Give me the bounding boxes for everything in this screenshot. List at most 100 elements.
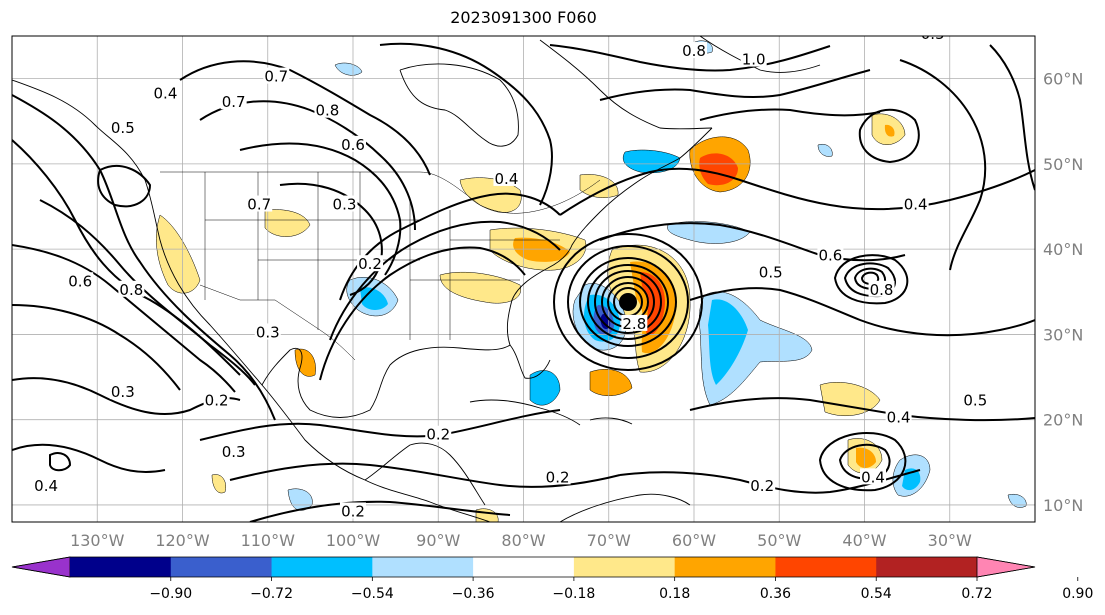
contour-label-bg — [152, 84, 179, 101]
storm-center-marker — [619, 293, 637, 311]
coastline-south-america — [559, 493, 691, 522]
contour-label: 0.6 — [68, 272, 92, 290]
contour-label: 0.7 — [264, 68, 288, 86]
contour-label: 0.2 — [546, 468, 570, 486]
contour-atl-4 — [689, 397, 1035, 422]
state-borders — [160, 171, 601, 361]
lat-tick-label: 10°N — [1043, 496, 1083, 515]
contour-label: 0.5 — [921, 25, 945, 43]
map-frame — [11, 35, 1036, 523]
shade-negative-far-east — [1007, 494, 1027, 508]
contour-label-bg — [357, 255, 384, 272]
shade-negative-atlantic-core — [708, 299, 748, 385]
contour-west-7 — [12, 443, 166, 473]
shade-positive-east-atlantic — [819, 382, 881, 417]
lon-tick-label: 40°W — [842, 531, 886, 550]
contour-label-bg — [340, 135, 366, 152]
colorbar-tick-label: −0.54 — [351, 586, 394, 602]
coastline-east — [506, 127, 713, 346]
contour-west-3 — [39, 199, 256, 386]
contour-atl-1 — [559, 167, 1035, 216]
contour-label-bg — [544, 468, 571, 485]
contour-label: 0.4 — [154, 85, 178, 103]
colorbar-segment — [170, 557, 273, 577]
colorbar-tick-label: 0.36 — [760, 586, 791, 602]
contour-label-bg — [254, 323, 281, 340]
latitude-labels: 60°N 50°N 40°N 30°N 20°N 10°N — [1043, 70, 1083, 515]
contour-label: 0.6 — [341, 136, 365, 154]
colorbar-segment — [372, 557, 474, 577]
lon-tick-label: 120°W — [155, 531, 210, 550]
contour-label: 0.3 — [333, 196, 357, 214]
contour-label-bg — [118, 280, 145, 297]
contour-label-bg — [220, 93, 247, 110]
shade-positive-subtropic-low-core — [856, 447, 876, 468]
colorbar-tick-label: 0.90 — [1062, 586, 1093, 602]
contour-mid-3 — [319, 246, 526, 381]
contour-lines — [12, 42, 1035, 522]
shade-negative-labrador — [817, 144, 833, 157]
colorbar-segment — [573, 557, 676, 577]
contour-label-bg — [757, 263, 784, 280]
contour-label: 0.7 — [247, 196, 271, 214]
contour-north-1 — [379, 42, 553, 206]
contour-label-bg — [246, 195, 273, 212]
contour-label: 0.3 — [256, 323, 280, 341]
coastline-gulf — [261, 344, 551, 418]
contour-label: 0.8 — [119, 281, 143, 299]
contour-label-bg — [868, 280, 895, 297]
contour-south-2 — [229, 462, 621, 488]
shade-positive-caribbean — [589, 369, 633, 396]
contour-label-bg — [621, 314, 648, 331]
contour-west-4 — [12, 244, 236, 393]
shade-positive-mexico-south — [211, 474, 226, 494]
colorbar-segment — [876, 557, 978, 577]
contour-labels: 0.70.50.4 0.7 0.80.60.30.20.40.70.6 0.80.3 0… — [33, 25, 989, 520]
shade-positive-california — [156, 214, 201, 294]
contour-label-bg — [220, 442, 247, 459]
colorbar — [11, 556, 1079, 581]
contour-north-4 — [699, 108, 881, 121]
coastline-pacific — [12, 79, 491, 522]
contour-label: 0.4 — [34, 477, 58, 495]
contour-atl-3 — [689, 287, 1035, 337]
contour-label-bg — [67, 272, 94, 289]
contour-west-5 — [12, 304, 181, 391]
map-content: 0.70.50.4 0.7 0.80.60.30.20.40.70.6 0.80.3 0… — [12, 25, 1035, 522]
contour-label: 0.5 — [111, 119, 135, 137]
contour-label-bg — [331, 195, 358, 212]
colorbar-outline — [11, 556, 1036, 578]
shade-positive-hurricane-inner — [640, 272, 665, 336]
shade-negative-hudson — [334, 62, 363, 76]
contour-label-bg — [885, 408, 912, 425]
contour-ll-ring-1 — [833, 254, 909, 305]
contour-east-1 — [899, 59, 987, 271]
gridlines — [12, 36, 1035, 522]
colorbar-tick-label: 0.72 — [961, 586, 992, 602]
contour-label-bg — [817, 246, 844, 263]
colorbar-segment — [473, 557, 575, 577]
contour-label-bg — [425, 425, 452, 442]
lat-tick-label: 20°N — [1043, 411, 1083, 430]
contour-label: 2.8 — [622, 315, 646, 333]
contour-label-bg — [109, 383, 136, 400]
contour-atl-2 — [599, 222, 906, 262]
contour-label-bg — [962, 391, 989, 408]
longitude-labels: 130°W 120°W 110°W 100°W 90°W 80°W 70°W 60°W 50°W… — [70, 531, 972, 550]
border-states-2 — [205, 219, 560, 281]
contour-subtrop-ring-2 — [838, 443, 891, 481]
contour-label: 0.2 — [426, 426, 450, 444]
colorbar-arrow-right — [976, 556, 1036, 578]
map-title: 2023091300 F060 — [450, 8, 597, 27]
contour-south-1 — [199, 409, 561, 441]
contour-label-bg — [340, 502, 366, 519]
contour-label-bg — [493, 169, 520, 186]
contour-label: 0.4 — [887, 409, 911, 427]
colorbar-tick-label: −0.18 — [552, 586, 595, 602]
contour-label-bg — [681, 42, 707, 59]
contour-label: 0.3 — [111, 383, 135, 401]
colorbar-segment — [674, 557, 776, 577]
lat-tick-label: 30°N — [1043, 325, 1083, 344]
contour-label: 0.6 — [818, 247, 842, 265]
contour-mid-2 — [329, 220, 561, 341]
